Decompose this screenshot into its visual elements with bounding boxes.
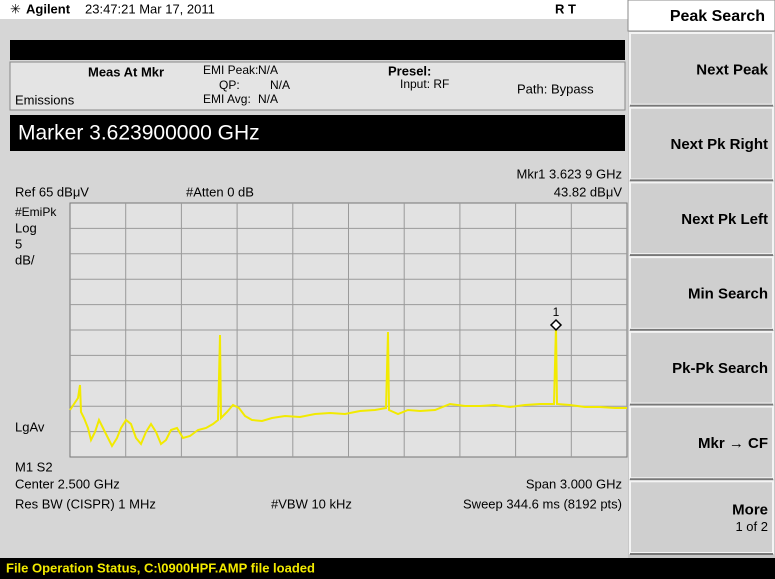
scale: Log bbox=[15, 220, 37, 235]
atten: #Atten 0 dB bbox=[186, 184, 254, 199]
softkey-label: Mkr → CF bbox=[698, 435, 768, 452]
emi-avg: N/A bbox=[258, 92, 278, 106]
black-bar bbox=[10, 40, 625, 60]
softkeys: Next Peak Next Pk Right Next Pk Left Min Se… bbox=[629, 32, 774, 555]
status-bar bbox=[0, 558, 775, 579]
marker-entry: Marker 3.623900000 GHz bbox=[18, 122, 260, 145]
qp-label: QP: bbox=[219, 78, 240, 92]
status-text: File Operation Status, C:\0900HPF.AMP fi… bbox=[6, 560, 315, 575]
mkr-level: 43.82 dBμV bbox=[554, 184, 623, 199]
softkey-label: Pk-Pk Search bbox=[672, 360, 768, 377]
emi-peak: N/A bbox=[258, 63, 278, 77]
softkey[interactable] bbox=[629, 106, 774, 181]
softkey[interactable] bbox=[629, 405, 774, 480]
presel: Presel: bbox=[388, 63, 431, 78]
meas-panel bbox=[9, 61, 626, 111]
path: Path: Bypass bbox=[517, 81, 594, 96]
menu-title: Peak Search bbox=[670, 8, 765, 25]
softkey[interactable] bbox=[629, 330, 774, 405]
marker-status: M1 S2 bbox=[15, 459, 53, 474]
avg-label: LgAv bbox=[15, 419, 45, 434]
span: Span 3.000 GHz bbox=[526, 476, 622, 491]
input: Input: RF bbox=[400, 77, 449, 91]
emi-peak-label: EMI Peak: bbox=[203, 63, 258, 77]
qp: N/A bbox=[270, 78, 290, 92]
softkey-label: Next Pk Right bbox=[670, 136, 768, 153]
emi-avg-label: EMI Avg: bbox=[203, 92, 251, 106]
softkey-label: More bbox=[732, 502, 768, 519]
mkr-readout: Mkr1 3.623 9 GHz bbox=[517, 166, 623, 181]
brand: Agilent bbox=[26, 1, 71, 16]
datetime: 23:47:21 Mar 17, 2011 bbox=[85, 1, 215, 16]
center-freq: Center 2.500 GHz bbox=[15, 476, 120, 491]
trace bbox=[69, 324, 627, 449]
softkey-label: Next Pk Left bbox=[681, 211, 768, 228]
softkey-label: Next Peak bbox=[696, 61, 768, 78]
marker-entry-box bbox=[10, 115, 625, 151]
sweep: Sweep 344.6 ms (8192 pts) bbox=[463, 496, 622, 511]
top-bar bbox=[0, 0, 628, 19]
meas-at-mkr: Meas At Mkr bbox=[88, 64, 164, 79]
softkey-label: Min Search bbox=[688, 285, 768, 302]
vbw: #VBW 10 kHz bbox=[271, 496, 352, 511]
detector: #EmiPk bbox=[15, 205, 57, 219]
marker-number: 1 bbox=[553, 305, 560, 319]
per-div: 5 bbox=[15, 236, 22, 251]
softkey-sub: 1 of 2 bbox=[735, 519, 768, 534]
emissions: Emissions bbox=[15, 92, 75, 107]
menu-title-bg bbox=[627, 0, 775, 32]
flags: R T bbox=[555, 1, 576, 16]
ref-level: Ref 65 dBμV bbox=[15, 184, 89, 199]
marker-diamond bbox=[549, 318, 563, 332]
unit: dB/ bbox=[15, 252, 35, 267]
logo: ✳ bbox=[10, 1, 21, 16]
res-bw: Res BW (CISPR) 1 MHz bbox=[15, 496, 156, 511]
softkey[interactable] bbox=[629, 181, 774, 256]
softkey[interactable] bbox=[629, 480, 774, 554]
softkey[interactable] bbox=[629, 256, 774, 330]
grid bbox=[70, 203, 627, 457]
